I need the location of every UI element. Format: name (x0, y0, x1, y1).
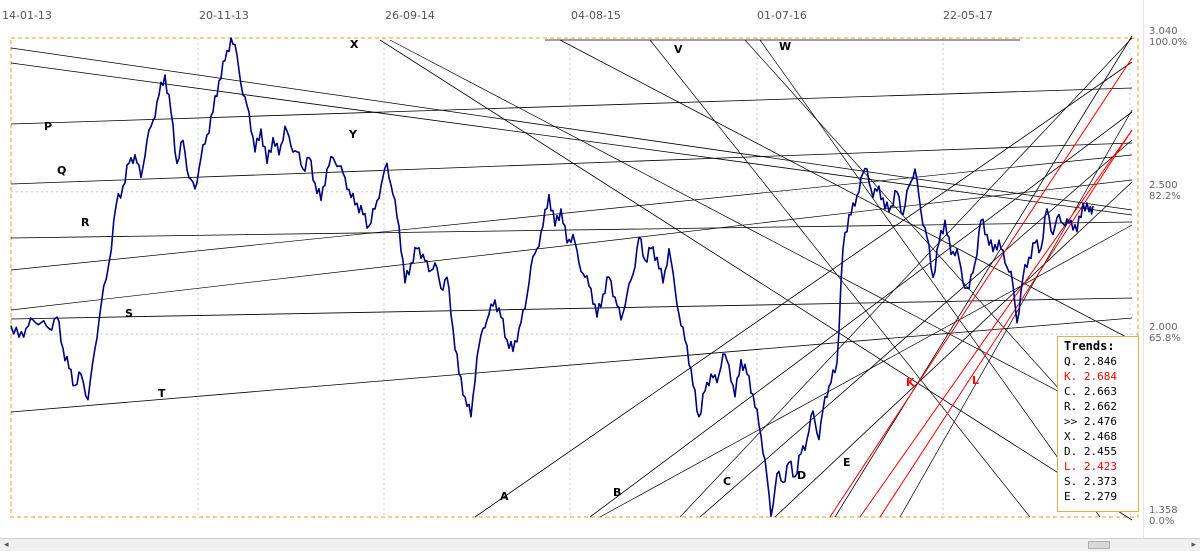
trend-entry: Q. 2.846 (1064, 355, 1117, 368)
trend-line-t (10, 317, 1133, 413)
trend-label-x: X (350, 38, 359, 51)
trend-label-p: P (44, 120, 52, 133)
trend-line-p (10, 87, 1133, 125)
trend-line-w (559, 39, 1133, 341)
grid-layer (11, 38, 1138, 517)
trend-label-s: S (125, 307, 133, 320)
trend-label-k: K (906, 376, 915, 389)
y-tick-value: 3.040 (1149, 26, 1178, 37)
trend-entry: K. 2.684 (1064, 370, 1117, 383)
trend-line-c (699, 139, 1133, 518)
trend-line-d (774, 181, 1133, 518)
trend-line-labels: P Q R S T X Y V W A B C D E K L (44, 38, 979, 503)
trend-label-q: Q (57, 164, 66, 177)
x-date-label: 26-09-14 (385, 9, 435, 22)
axis-divider (1143, 0, 1144, 538)
auxiliary-trend-line (599, 224, 1133, 518)
y-tick-value: 2.500 (1149, 179, 1178, 191)
trends-panel: Trends: Q. 2.846 K. 2.684 C. 2.663 R. 2.662… (1057, 336, 1139, 512)
trend-line-k (829, 57, 1133, 518)
trend-entry: R. 2.662 (1064, 400, 1117, 413)
x-date-label: 01-07-16 (757, 9, 807, 22)
trend-label-d: D (797, 469, 806, 482)
trend-entry: D. 2.455 (1064, 445, 1117, 458)
trend-entry: L. 2.423 (1064, 460, 1117, 473)
trend-label-l: L (972, 374, 979, 387)
trend-label-b: B (613, 486, 621, 499)
x-date-label: 22-05-17 (943, 9, 993, 22)
y-tick-percent: 65.8% (1149, 333, 1181, 345)
trend-label-w: W (779, 40, 791, 53)
trend-line-r (10, 221, 1133, 239)
plot-frame (10, 37, 1139, 518)
trend-label-t: T (158, 387, 166, 400)
trend-entry: E. 2.279 (1064, 490, 1117, 503)
trend-label-y: Y (348, 128, 358, 141)
y-tick-value: 2.000 (1149, 322, 1178, 334)
auxiliary-trend-line (10, 154, 1133, 271)
trend-label-c: C (723, 475, 731, 488)
trends-list: Q. 2.846 K. 2.684 C. 2.663 R. 2.662 >> 2.476… (1064, 354, 1138, 504)
x-date-label: 20-11-13 (199, 9, 249, 22)
trend-line-y (10, 62, 1133, 216)
scroll-thumb[interactable] (1088, 541, 1110, 549)
trend-entry: X. 2.468 (1064, 430, 1117, 443)
trend-label-e: E (843, 456, 851, 469)
trend-line-k-channel (859, 129, 1133, 518)
y-tick-value: 1.358 (1149, 505, 1178, 516)
y-tick-percent: 0.0% (1149, 516, 1175, 527)
trend-entry: S. 2.373 (1064, 475, 1117, 488)
auxiliary-trend-line (389, 39, 1133, 431)
price-series (10, 37, 1094, 518)
y-tick-percent: 100.0% (1149, 37, 1188, 48)
auxiliary-trend-line (759, 39, 1101, 518)
x-date-label: 14-01-13 (2, 9, 52, 22)
trend-line-v (379, 39, 1133, 521)
auxiliary-trend-line (10, 179, 1133, 311)
trend-label-a: A (500, 490, 509, 503)
trend-line-s (10, 297, 1133, 320)
auxiliary-trend-line (649, 39, 1031, 518)
scroll-left-arrow-icon[interactable]: ◂ (4, 540, 9, 550)
trend-entry: >> 2.476 (1064, 415, 1117, 428)
horizontal-scrollbar[interactable]: ◂ ▸ (0, 538, 1200, 551)
trend-line-a (474, 61, 1133, 518)
trend-label-r: R (81, 216, 90, 229)
trend-label-v: V (674, 43, 683, 56)
trend-line-b (589, 111, 1133, 518)
auxiliary-trend-line (679, 37, 1133, 518)
scroll-right-arrow-icon[interactable]: ▸ (1191, 540, 1196, 550)
price-series-line (10, 37, 1094, 518)
trend-lines (10, 35, 1133, 521)
x-date-label: 04-08-15 (571, 9, 621, 22)
trend-line-l (879, 129, 1133, 518)
trends-title: Trends: (1064, 339, 1115, 353)
trend-entry: C. 2.663 (1064, 385, 1117, 398)
trend-line-q (10, 142, 1133, 185)
trend-line-x (10, 47, 1133, 211)
trend-line-e (834, 35, 1133, 518)
y-tick-percent: 82.2% (1149, 190, 1181, 202)
